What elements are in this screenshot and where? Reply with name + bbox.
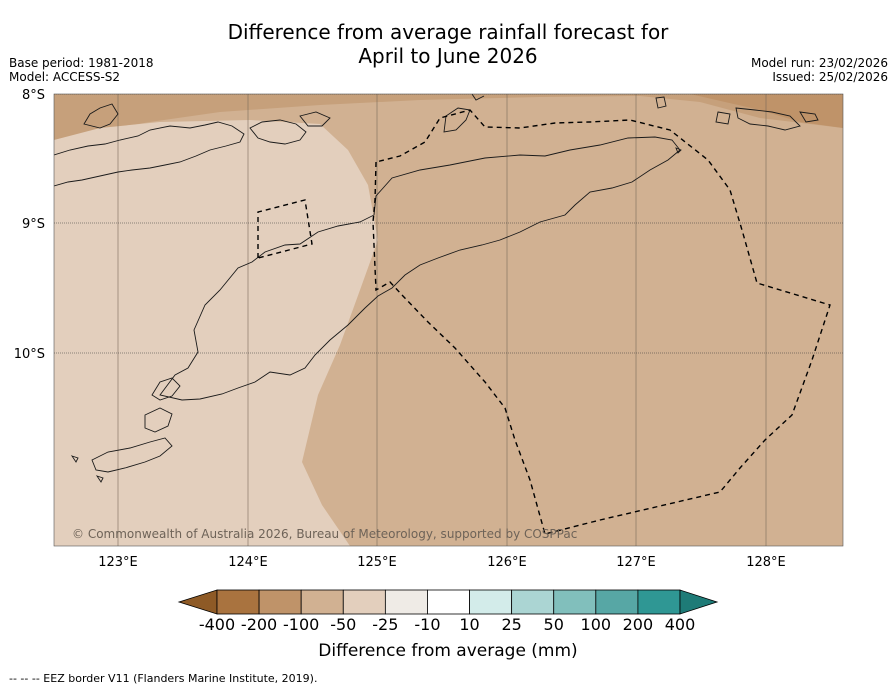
colorbar-tick-label: 400 [665, 615, 696, 634]
island-small-sw [70, 455, 79, 463]
model-run-text: Model run: 23/02/2026 [750, 56, 888, 70]
lon-label-125e: 125°E [357, 555, 397, 570]
lat-label-8s: 8°S [22, 88, 45, 103]
colorbar-title: Difference from average (mm) [318, 641, 578, 661]
colorbar-tick-label: -100 [283, 615, 319, 634]
colorbar-extend-high [679, 589, 719, 615]
rote-coast [151, 377, 181, 401]
colorbar-tick-label: 100 [581, 615, 612, 634]
issued-text: Issued: 25/02/2026 [772, 70, 888, 84]
eez-border-oecusse [257, 199, 313, 259]
sawu-island [91, 437, 173, 473]
island-ne-4 [799, 111, 819, 123]
lon-label-126e: 126°E [487, 555, 527, 570]
colorbar-segment [258, 589, 302, 615]
copyright-text: © Commonwealth of Australia 2026, Bureau… [72, 527, 577, 541]
island-ne-speck [675, 147, 682, 154]
title-line-1: Difference from average rainfall forecas… [227, 20, 669, 44]
colorbar-tick-label: -25 [372, 615, 398, 634]
lon-label-123e: 123°E [98, 555, 138, 570]
colorbar-segment [511, 589, 555, 615]
colorbar-segment [216, 589, 260, 615]
island-ne-3 [735, 107, 801, 131]
eez-footnote: -- -- -- EEZ border V11 (Flanders Marine… [9, 672, 318, 685]
colorbar-segment [637, 589, 681, 615]
colorbar-segment [553, 589, 597, 615]
island-north-1 [83, 103, 119, 129]
lon-label-128e: 128°E [746, 555, 786, 570]
forecast-region-minus-25 [54, 120, 378, 546]
colorbar-tick-label: -400 [199, 615, 235, 634]
island-north-3 [249, 119, 307, 145]
lon-label-124e: 124°E [228, 555, 268, 570]
meta-right: Model run: 23/02/2026 Issued: 25/02/2026 [751, 56, 888, 84]
chart-title: Difference from average rainfall forecas… [0, 20, 896, 68]
colorbar-tick-label: -10 [414, 615, 440, 634]
base-period-text: Base period: 1981-2018 [9, 56, 154, 70]
rote-island [144, 407, 173, 433]
eez-border-timor-leste [372, 109, 831, 535]
map-frame [53, 93, 844, 547]
colorbar-extend-low [177, 589, 218, 615]
lat-gridlines [54, 94, 843, 354]
island-ne-1 [655, 96, 667, 109]
colorbar-segment [342, 589, 386, 615]
island-north-4 [299, 111, 331, 127]
colorbar-segment [595, 589, 639, 615]
island-ne-2 [715, 111, 731, 125]
colorbar-segment [427, 589, 470, 615]
lat-label-10s: 10°S [14, 347, 45, 362]
eez-borders [257, 109, 831, 535]
colorbar-tick-label: -50 [330, 615, 356, 634]
colorbar-segment [469, 589, 513, 615]
lon-gridlines [117, 94, 767, 546]
colorbar-segment [384, 589, 428, 615]
atauro-island [443, 107, 471, 133]
meta-left: Base period: 1981-2018 Model: ACCESS-S2 [9, 56, 154, 84]
colorbar-tick-label: 200 [623, 615, 654, 634]
model-text: Model: ACCESS-S2 [9, 70, 121, 84]
forecast-region-minus-100 [54, 94, 843, 140]
colorbar-tick-label: 10 [459, 615, 479, 634]
title-line-2: April to June 2026 [358, 44, 538, 68]
lat-label-9s: 9°S [22, 217, 45, 232]
coastlines [54, 94, 819, 483]
colorbar-tick-label: -200 [241, 615, 277, 634]
colorbar-segment [300, 589, 344, 615]
colorbar: -400 -200 -100 -50 -25 -10 10 25 50 100 200 400 [177, 589, 719, 634]
island-wetar-tip [471, 94, 485, 101]
colorbar-tick-label: 25 [501, 615, 521, 634]
island-small-sw-2 [95, 475, 104, 483]
map-plot-area: © Commonwealth of Australia 2026, Bureau… [54, 94, 843, 546]
lon-label-127e: 127°E [616, 555, 656, 570]
timor-coastline [159, 136, 681, 401]
island-north-2 [54, 121, 245, 187]
colorbar-tick-label: 50 [544, 615, 564, 634]
